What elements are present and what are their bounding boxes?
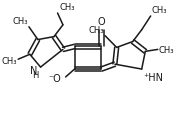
Text: ⁺HN: ⁺HN xyxy=(143,72,164,82)
Text: CH₃: CH₃ xyxy=(12,17,28,26)
Text: CH₃: CH₃ xyxy=(159,45,174,54)
Text: CH₃: CH₃ xyxy=(152,6,167,15)
Text: CH₃: CH₃ xyxy=(2,56,17,65)
Text: O: O xyxy=(98,17,105,27)
Text: N: N xyxy=(30,65,38,75)
Text: H: H xyxy=(32,71,39,80)
Text: CH₃: CH₃ xyxy=(59,3,75,12)
Text: CH₃: CH₃ xyxy=(89,25,104,34)
Text: ⁻O: ⁻O xyxy=(48,73,61,83)
